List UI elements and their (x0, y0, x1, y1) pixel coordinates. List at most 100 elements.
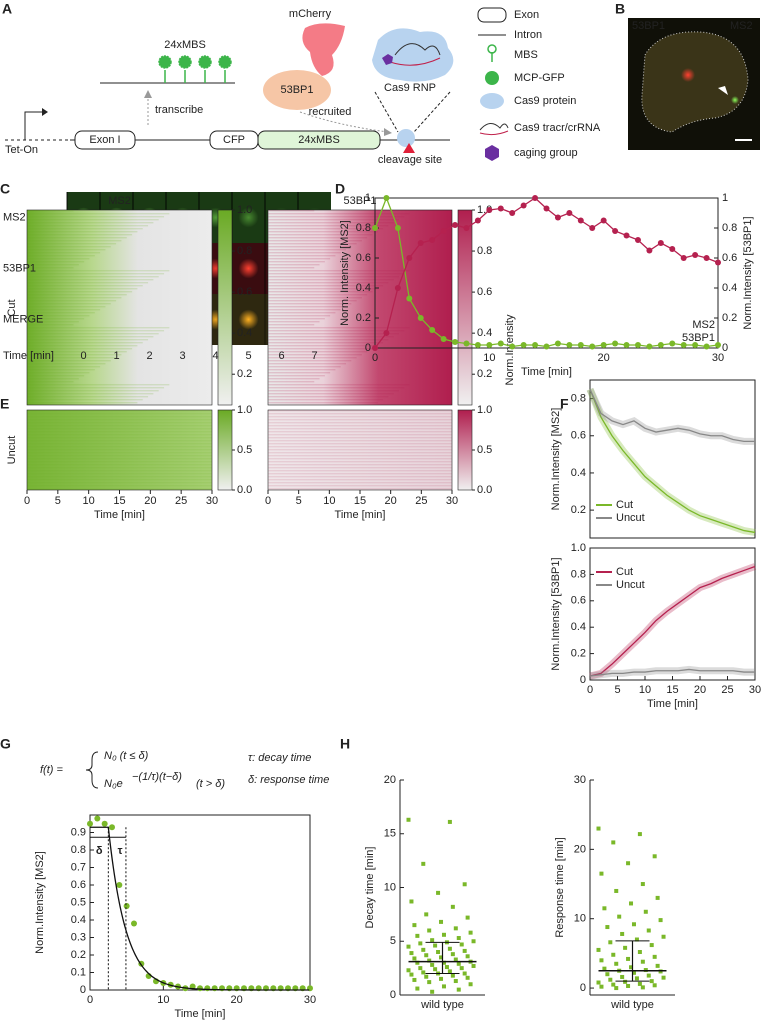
y-tick-label: 0.5 (71, 896, 86, 908)
x-axis-label: Time [min] (94, 509, 145, 521)
point (450, 973, 455, 978)
y-tick-label: 0.2 (71, 949, 86, 961)
heatmap-row (268, 467, 452, 469)
point (463, 225, 470, 231)
heatmap-row (268, 458, 452, 460)
point (497, 340, 504, 347)
y-tick-label: 0.4 (71, 914, 86, 926)
spot (238, 207, 259, 228)
heatmap-title: 53BP1 (343, 195, 376, 207)
heatmap-row (27, 425, 212, 427)
point (596, 947, 601, 952)
point (543, 343, 550, 350)
legend-text: Intron (514, 29, 542, 41)
heatmap-row (268, 339, 389, 341)
point (462, 948, 467, 953)
y-tick-label: 0.6 (71, 879, 86, 891)
point (612, 228, 619, 234)
annotation: τ (118, 845, 123, 857)
point (424, 953, 429, 958)
heatmap-row (27, 261, 85, 263)
formula: (t > δ) (196, 778, 225, 790)
point (463, 340, 470, 347)
heatmap-row (27, 416, 212, 418)
heatmap-row (27, 482, 212, 484)
point (440, 336, 447, 342)
label: Exon I (89, 134, 120, 146)
point (596, 980, 601, 985)
panel-label: D (335, 181, 345, 197)
heatmap-row (268, 237, 368, 239)
panel-label: E (0, 396, 9, 412)
point (646, 928, 651, 933)
point (669, 340, 676, 347)
heatmap-row (268, 324, 315, 326)
heatmap-row (268, 267, 315, 269)
heatmap-row (27, 440, 212, 442)
heatmap-row (268, 470, 452, 472)
heatmap-row (27, 378, 79, 380)
heatmap-row (27, 300, 117, 302)
heatmap-row (27, 437, 212, 439)
heatmap-row (27, 270, 170, 272)
heatmap-row (268, 488, 452, 490)
point (109, 824, 115, 831)
point (605, 925, 610, 930)
heatmap (26, 209, 213, 406)
heatmap-row (27, 399, 143, 401)
point (646, 343, 653, 350)
point (450, 952, 455, 957)
x-tick-label: 20 (385, 495, 397, 507)
point (409, 972, 414, 977)
x-tick-label: 20 (231, 994, 243, 1006)
legend-text: MS2 (692, 319, 715, 331)
point (116, 882, 123, 888)
x-tick-label: 10 (157, 994, 169, 1006)
x-tick-label: 0 (372, 352, 378, 364)
y-tick-label: 1.0 (571, 542, 586, 554)
row-label: MERGE (3, 313, 43, 325)
y-tick-label: 0.8 (571, 568, 586, 580)
heatmap-row (27, 243, 117, 245)
point (468, 930, 473, 935)
heatmap-row (268, 288, 378, 290)
point (406, 817, 411, 822)
heatmap-row (268, 366, 341, 368)
point (669, 246, 676, 252)
plot-frame (589, 379, 756, 539)
x-tick-label: 10 (483, 352, 495, 364)
heatmap (267, 409, 453, 491)
point (440, 228, 447, 234)
series-line (589, 389, 756, 534)
point (415, 986, 420, 991)
point (599, 984, 604, 989)
point (611, 982, 616, 987)
point (637, 981, 642, 986)
heatmap-row (268, 327, 410, 329)
heatmap-row (27, 285, 143, 287)
heatmap-row (27, 479, 212, 481)
heatmap-row (268, 273, 405, 275)
point (101, 820, 108, 827)
error-band (589, 563, 757, 680)
point (383, 330, 390, 336)
formula: N₀ (t ≤ δ) (104, 750, 149, 762)
heatmap-row (27, 258, 90, 260)
point (657, 240, 664, 246)
heatmap-row (268, 240, 362, 242)
y-axis-label: Norm. Intensity [MS2] (339, 220, 351, 326)
heatmap-row (268, 381, 315, 383)
point (452, 339, 459, 345)
heatmap (26, 409, 213, 491)
point (486, 342, 493, 348)
point (421, 947, 426, 952)
point (608, 940, 613, 945)
x-tick-label: 25 (415, 495, 427, 507)
colorbar-tick-label: 0.4 (477, 327, 492, 339)
heatmap-row (268, 258, 331, 260)
heatmap-row (27, 240, 122, 242)
heatmap-row (27, 348, 133, 350)
point (617, 914, 622, 919)
heatmap-row (268, 243, 357, 245)
point (637, 950, 642, 954)
